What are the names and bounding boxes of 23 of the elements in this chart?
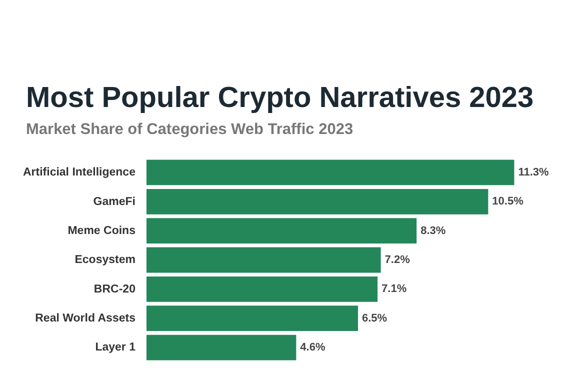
y-tick-label: Artificial Intelligence [22,166,136,179]
data-label: 6.5% [362,312,388,324]
chart-subtitle: Market Share of Categories Web Traffic 2023 [26,121,354,139]
bar [146,218,417,244]
data-label: 7.2% [384,254,410,266]
bar [146,334,296,360]
y-tick-label: Ecosystem [74,254,136,266]
bar [146,188,488,214]
data-label: 7.1% [382,283,407,296]
y-tick-label: GameFi [93,196,136,208]
data-label: 8.3% [420,224,446,237]
y-tick-label: Meme Coins [68,225,136,237]
data-label: 4.6% [300,342,326,354]
data-label: 11.3% [518,166,550,179]
data-label: 10.5% [492,196,524,208]
bar [146,276,378,302]
y-tick-label: Layer 1 [95,342,136,354]
bar [146,247,381,273]
y-tick-label: Real World Assets [35,312,136,325]
bar [146,306,358,332]
chart-title: Most Popular Crypto Narratives 2023 [26,82,534,115]
bar [146,160,514,186]
y-tick-label: BRC-20 [94,283,136,296]
